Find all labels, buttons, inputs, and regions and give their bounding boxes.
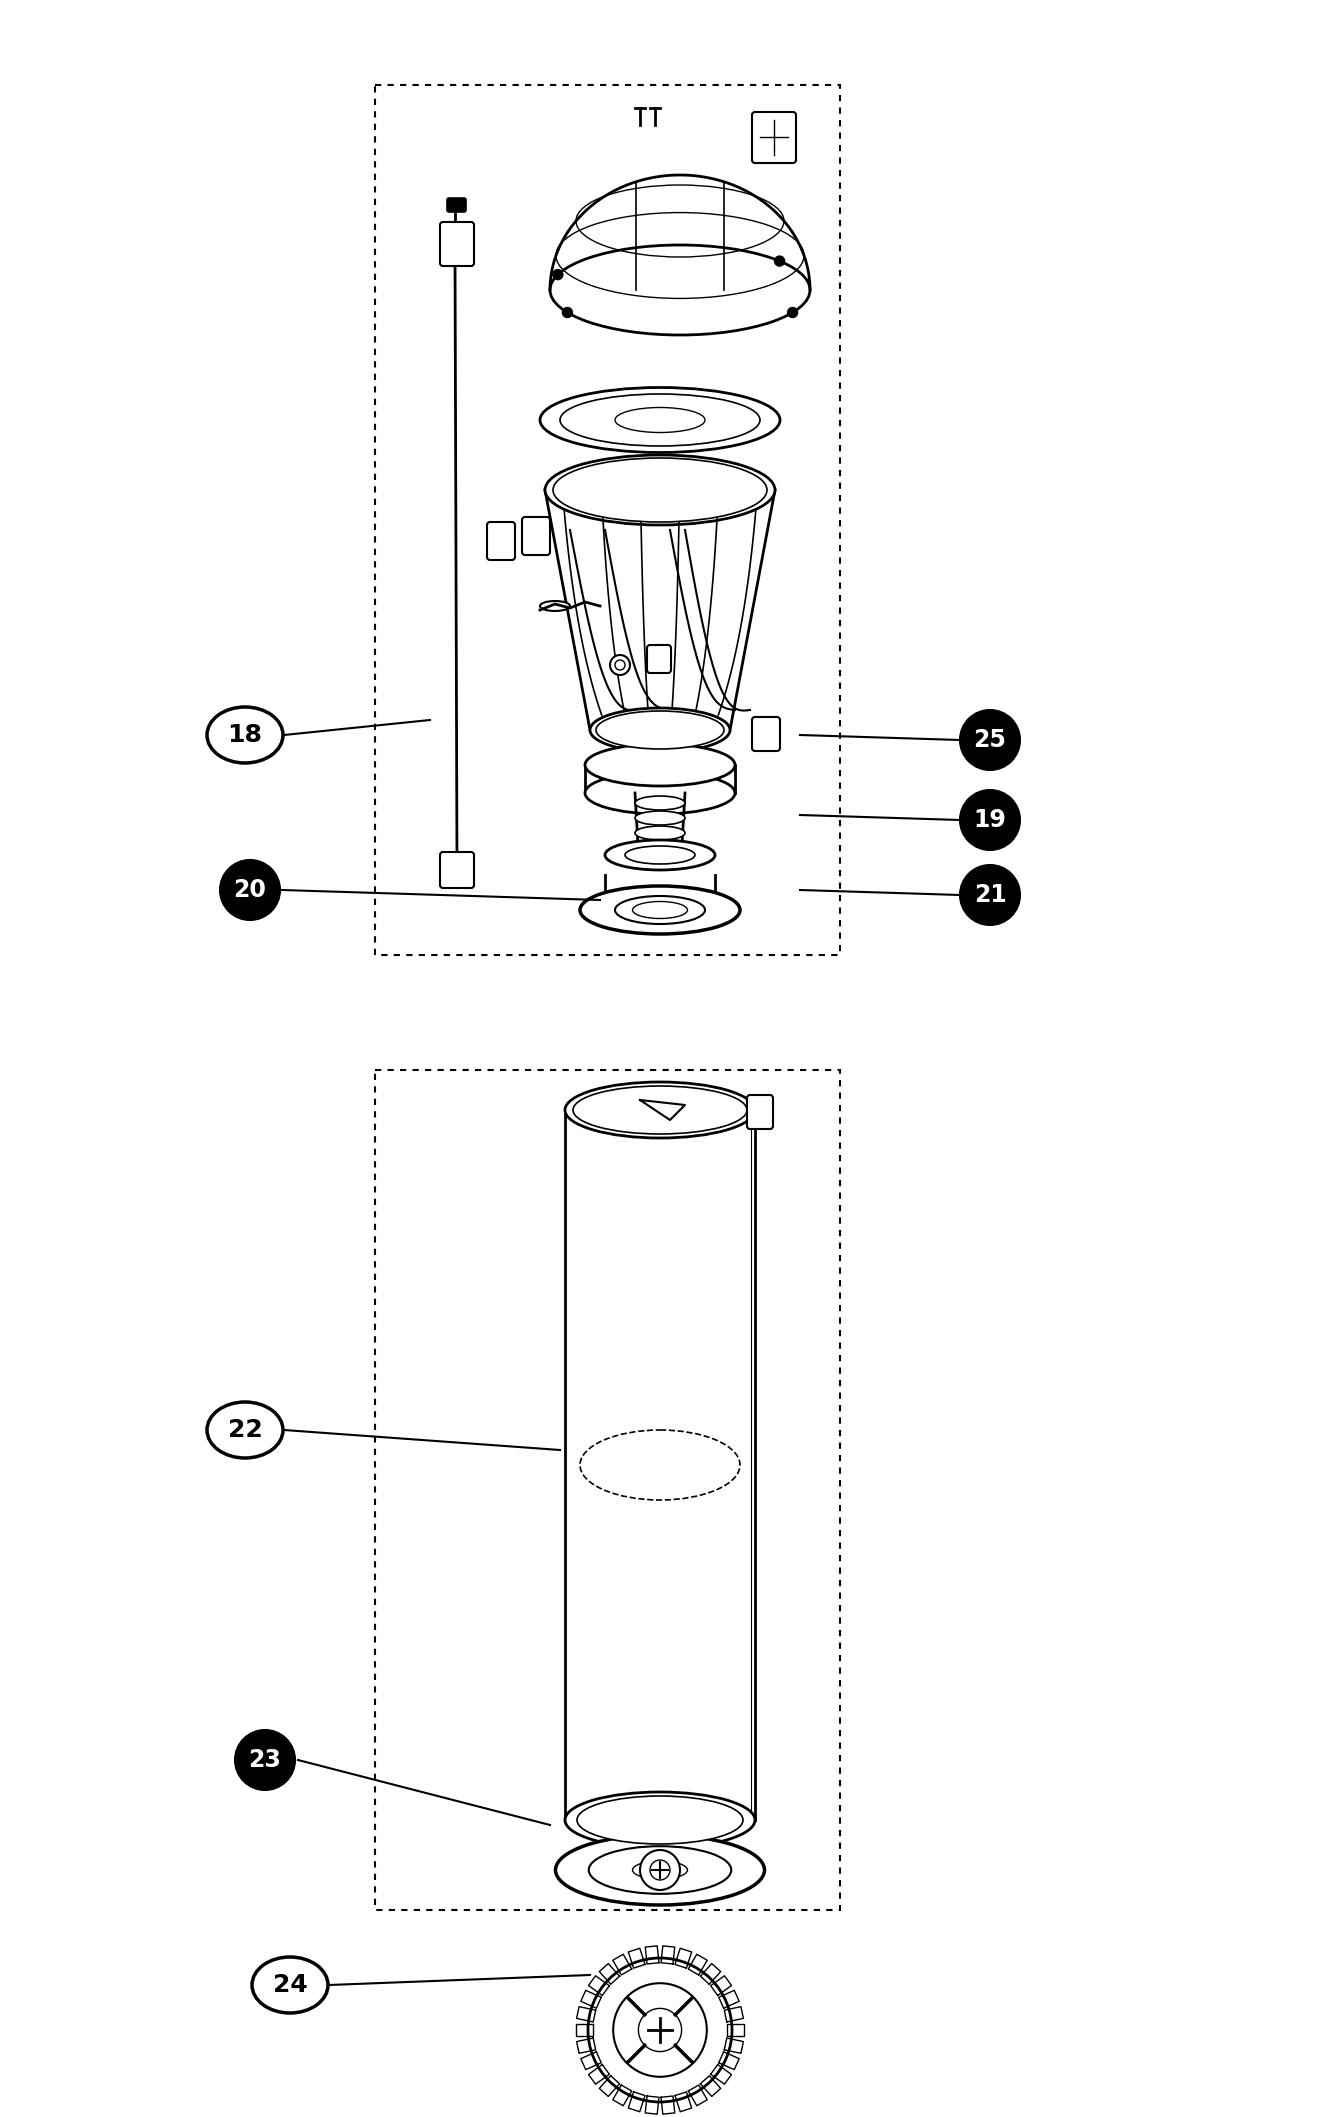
FancyBboxPatch shape	[752, 718, 780, 752]
Polygon shape	[550, 176, 810, 290]
Circle shape	[615, 661, 625, 669]
Circle shape	[788, 307, 798, 318]
Ellipse shape	[207, 707, 283, 762]
Polygon shape	[724, 2039, 744, 2053]
Polygon shape	[599, 2077, 620, 2096]
Polygon shape	[588, 2064, 610, 2085]
Ellipse shape	[552, 457, 768, 523]
Ellipse shape	[586, 773, 734, 815]
Polygon shape	[612, 1954, 632, 1975]
Text: 22: 22	[227, 1418, 263, 1442]
Ellipse shape	[606, 840, 714, 870]
Polygon shape	[688, 1954, 708, 1975]
Polygon shape	[628, 2092, 645, 2113]
FancyBboxPatch shape	[448, 199, 466, 212]
Text: 21: 21	[973, 883, 1007, 906]
Text: 20: 20	[234, 879, 267, 902]
Ellipse shape	[540, 601, 570, 612]
Ellipse shape	[590, 707, 730, 752]
FancyBboxPatch shape	[647, 646, 671, 673]
Ellipse shape	[560, 394, 760, 447]
Ellipse shape	[632, 1861, 688, 1880]
Circle shape	[960, 790, 1020, 851]
Polygon shape	[675, 1948, 692, 1969]
Ellipse shape	[615, 895, 705, 923]
Text: 19: 19	[973, 809, 1007, 832]
Polygon shape	[576, 2007, 596, 2022]
Polygon shape	[628, 1948, 645, 1969]
Polygon shape	[645, 2096, 659, 2115]
Circle shape	[614, 1984, 706, 2077]
Polygon shape	[700, 1965, 721, 1984]
Polygon shape	[726, 2024, 744, 2037]
Polygon shape	[724, 2007, 744, 2022]
Ellipse shape	[252, 1956, 328, 2013]
Polygon shape	[640, 1101, 685, 1120]
Ellipse shape	[615, 406, 705, 432]
Circle shape	[220, 860, 280, 921]
FancyBboxPatch shape	[522, 517, 550, 555]
Polygon shape	[588, 1975, 610, 1996]
Ellipse shape	[596, 711, 724, 749]
Circle shape	[774, 256, 785, 267]
Polygon shape	[599, 1965, 620, 1984]
Ellipse shape	[555, 1835, 765, 1905]
FancyBboxPatch shape	[748, 1094, 773, 1128]
Polygon shape	[710, 2064, 732, 2085]
Text: 25: 25	[973, 728, 1007, 752]
Polygon shape	[645, 1946, 659, 1965]
Polygon shape	[661, 2096, 675, 2115]
Ellipse shape	[572, 1086, 748, 1135]
Ellipse shape	[586, 743, 734, 785]
Polygon shape	[661, 1946, 675, 1965]
Circle shape	[563, 307, 572, 318]
Circle shape	[610, 654, 629, 675]
Polygon shape	[576, 2024, 594, 2037]
Polygon shape	[718, 1990, 740, 2009]
Ellipse shape	[207, 1401, 283, 1459]
Ellipse shape	[550, 246, 810, 334]
Ellipse shape	[564, 1082, 756, 1139]
Circle shape	[649, 1861, 671, 1880]
Circle shape	[960, 709, 1020, 771]
FancyBboxPatch shape	[440, 222, 474, 267]
Ellipse shape	[540, 387, 780, 453]
Ellipse shape	[625, 847, 695, 864]
Polygon shape	[612, 2085, 632, 2106]
Ellipse shape	[588, 1846, 732, 1895]
FancyBboxPatch shape	[487, 523, 515, 561]
Circle shape	[552, 269, 563, 279]
Circle shape	[235, 1730, 295, 1791]
Text: 24: 24	[272, 1973, 307, 1996]
Ellipse shape	[635, 796, 685, 811]
Polygon shape	[580, 2051, 602, 2070]
Ellipse shape	[544, 455, 776, 525]
Text: 18: 18	[227, 724, 263, 747]
Polygon shape	[580, 1990, 602, 2009]
Circle shape	[588, 1958, 732, 2102]
Circle shape	[639, 2009, 681, 2051]
Polygon shape	[700, 2077, 721, 2096]
Circle shape	[640, 1850, 680, 1890]
Ellipse shape	[635, 811, 685, 826]
Polygon shape	[710, 1975, 732, 1996]
Text: 23: 23	[248, 1749, 282, 1772]
Ellipse shape	[635, 826, 685, 840]
Circle shape	[960, 866, 1020, 925]
Polygon shape	[675, 2092, 692, 2113]
Ellipse shape	[580, 887, 740, 934]
Polygon shape	[576, 2039, 596, 2053]
Ellipse shape	[632, 902, 688, 919]
FancyBboxPatch shape	[440, 851, 474, 887]
Ellipse shape	[576, 1795, 742, 1844]
Ellipse shape	[564, 1791, 756, 1848]
Polygon shape	[688, 2085, 708, 2106]
Polygon shape	[718, 2051, 740, 2070]
